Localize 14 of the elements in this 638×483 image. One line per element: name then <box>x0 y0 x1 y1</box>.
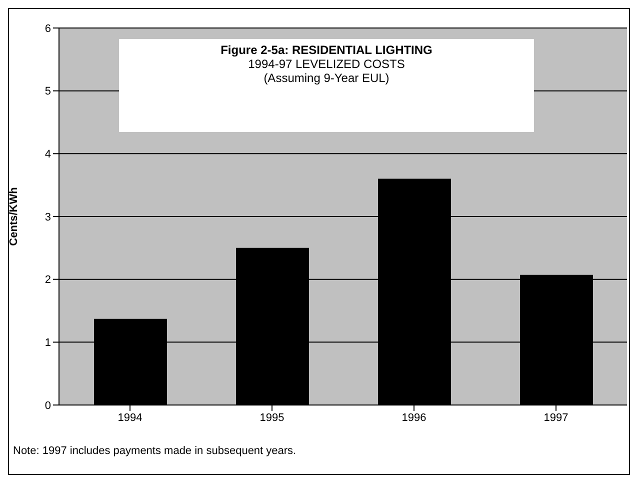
title-box: Figure 2-5a: RESIDENTIAL LIGHTING 1994-97 LEVELIZED COSTS (Assuming 9-Year EUL) <box>119 39 534 132</box>
y-tick-label: 3 <box>44 211 51 224</box>
y-tick-label: 1 <box>44 337 51 350</box>
text: Note: 1997 includes payments made in subsequent years. <box>13 445 296 457</box>
x-tick-label: 1994 <box>118 412 142 424</box>
y-tick-label: 2 <box>44 274 51 286</box>
y-tick-label: 0 <box>44 400 51 412</box>
y-tick-label: 4 <box>44 148 51 161</box>
y-axis-title: Cents/KWh <box>8 186 20 246</box>
x-tick-label: 1995 <box>260 412 284 424</box>
x-tick-label: 1996 <box>402 412 426 424</box>
y-tick-label: 5 <box>44 86 51 98</box>
y-tick-label: 6 <box>44 22 51 35</box>
x-tick-label: 1997 <box>544 412 568 424</box>
